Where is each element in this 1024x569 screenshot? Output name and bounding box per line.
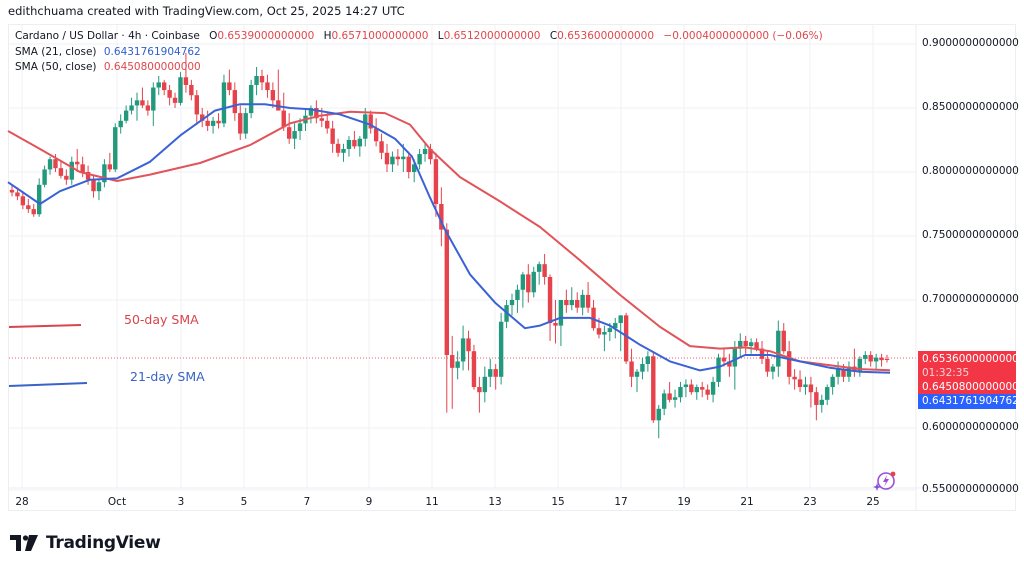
sma50-value: 0.6450800000000 (103, 61, 201, 73)
time-tick-label: 19 (677, 496, 691, 508)
sma50-annotation: 50-day SMA (124, 312, 199, 327)
open-label: O (209, 30, 218, 42)
bar-countdown: 01:32:35 (922, 367, 970, 379)
low-value: 0.6512000000000 (443, 30, 541, 42)
price-tick-label: 0.7500000000000 (922, 229, 1019, 241)
last-price-value: 0.6536000000000 (922, 353, 1019, 365)
time-tick-label: 21 (740, 496, 754, 508)
sma50-label: SMA (50, close) (15, 61, 97, 73)
sma50-line (7, 110, 891, 372)
close-value: 0.6536000000000 (557, 30, 655, 42)
symbol-title[interactable]: Cardano / US Dollar · 4h · Coinbase (15, 30, 200, 42)
time-tick-label: Oct (107, 496, 127, 508)
close-label: C (549, 30, 558, 42)
sma21-label: SMA (21, close) (15, 45, 97, 58)
last-price-tag: 0.6536000000000 01:32:35 0.6450800000000 (918, 351, 1019, 394)
chart-legend: Cardano / US Dollar · 4h · Coinbase O0.6… (15, 29, 823, 76)
price-tick-label: 0.6000000000000 (922, 421, 1019, 433)
time-tick-label: 25 (866, 496, 880, 508)
sma21-tag-value: 0.6431761904762 (922, 395, 1019, 407)
tradingview-logo[interactable]: TradingView (10, 533, 161, 553)
time-tick-label: 13 (488, 496, 502, 508)
price-tick-label: 0.7000000000000 (922, 293, 1019, 305)
chart-credit: edithchuama created with TradingView.com… (8, 4, 405, 18)
time-tick-label: 7 (303, 496, 311, 508)
price-tick-label: 0.9000000000000 (922, 37, 1019, 49)
time-tick-label: 11 (425, 496, 439, 508)
time-tick-label: 23 (803, 496, 817, 508)
chart-frame (8, 24, 1016, 511)
time-tick-label: 15 (551, 496, 565, 508)
sma21-price-tag: 0.6431761904762 (918, 394, 1019, 409)
time-tick-label: 28 (15, 496, 29, 508)
tradingview-logo-text: TradingView (46, 533, 161, 553)
sma21-annotation-line (8, 382, 88, 387)
tradingview-logo-icon (10, 535, 38, 551)
sma50-tag-value: 0.6450800000000 (922, 381, 1019, 393)
low-label: L (437, 30, 444, 42)
price-tick-label: 0.8500000000000 (922, 101, 1019, 113)
change-value: −0.0004000000000 (−0.06%) (663, 30, 823, 42)
high-label: H (323, 30, 332, 42)
sma50-annotation-line (8, 324, 82, 328)
time-tick-label: 17 (614, 496, 628, 508)
high-value: 0.6571000000000 (331, 30, 429, 42)
open-value: 0.6539000000000 (217, 30, 315, 42)
sma21-value: 0.6431761904762 (103, 45, 201, 58)
price-tick-label: 0.5500000000000 (922, 483, 1019, 495)
sma21-line (7, 103, 891, 374)
candles (9, 52, 890, 439)
time-tick-label: 9 (365, 496, 373, 508)
time-tick-label: 3 (177, 496, 185, 508)
time-tick-label: 5 (240, 496, 248, 508)
grid-lines (9, 25, 916, 491)
legend-symbol-row: Cardano / US Dollar · 4h · Coinbase O0.6… (15, 29, 823, 45)
legend-sma50-row[interactable]: SMA (50, close) 0.6450800000000 (15, 60, 823, 76)
sma21-annotation: 21-day SMA (130, 369, 205, 384)
ai-assistant-icon[interactable] (873, 470, 899, 492)
legend-sma21-row[interactable]: SMA (21, close) 0.6431761904762 (15, 45, 823, 61)
price-tick-label: 0.8000000000000 (922, 165, 1019, 177)
